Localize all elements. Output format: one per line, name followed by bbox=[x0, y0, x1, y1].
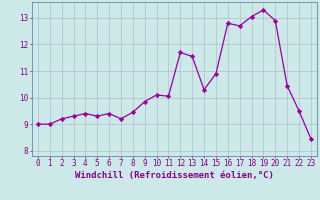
X-axis label: Windchill (Refroidissement éolien,°C): Windchill (Refroidissement éolien,°C) bbox=[75, 171, 274, 180]
